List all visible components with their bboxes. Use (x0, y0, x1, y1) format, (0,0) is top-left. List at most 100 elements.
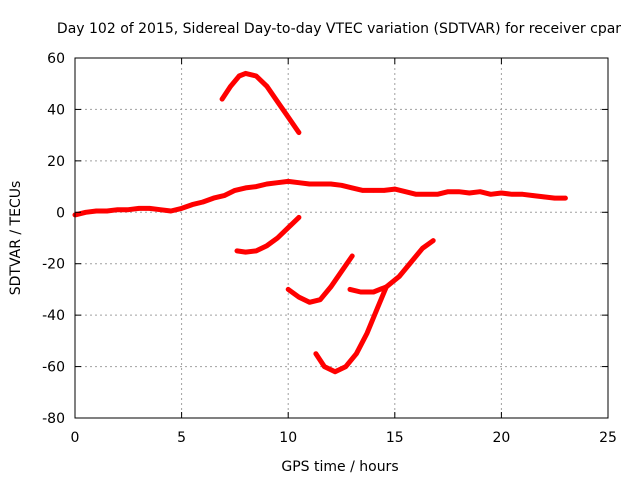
data-point-arc-minus-15 (264, 243, 270, 248)
grid-lines (75, 58, 608, 418)
data-point-main-band (126, 207, 131, 212)
data-point-main-band (328, 181, 333, 187)
data-point-arc-top (228, 84, 233, 89)
data-point-main-band (381, 188, 387, 193)
x-tick-label: 5 (177, 430, 186, 446)
data-point-main-band (424, 192, 429, 197)
data-point-main-band (477, 189, 483, 194)
data-point-main-band (296, 180, 302, 185)
data-point-arc-minus-30-right (431, 238, 436, 243)
data-point-main-band (179, 206, 184, 211)
data-point-main-band (275, 180, 280, 185)
data-point-arc-minus-60 (343, 364, 348, 369)
data-point-arc-minus-60 (313, 351, 319, 356)
data-point-main-band (371, 188, 376, 193)
chart-title: Day 102 of 2015, Sidereal Day-to-day VTE… (57, 21, 621, 37)
data-point-arc-minus-30 (296, 294, 302, 300)
x-tick-label: 0 (71, 430, 80, 446)
data-point-main-band (392, 186, 397, 192)
axis-ticks: 0 5 10 15 20 25 -80 -60 -40 -20 0 20 40 60 (42, 51, 617, 446)
data-point-main-band (350, 185, 355, 191)
data-point-main-band (318, 181, 323, 187)
data-point-main-band (94, 208, 99, 214)
data-point-main-band (531, 193, 536, 198)
data-point-arc-minus-30-right (358, 289, 363, 295)
data-point-main-band (413, 192, 419, 197)
data-point-arc-minus-30 (350, 253, 355, 259)
data-point-arc-minus-30-right (396, 274, 402, 279)
data-point-main-band (83, 210, 88, 215)
data-point-arc-top (243, 71, 248, 76)
data-point-main-band (190, 202, 195, 207)
y-tick-label: -80 (42, 411, 65, 427)
data-point-main-band (264, 181, 270, 187)
data-point-arc-minus-15 (296, 215, 302, 220)
data-point-arc-minus-60 (322, 364, 327, 369)
data-point-arc-minus-15 (286, 225, 291, 230)
data-point-arc-minus-15 (234, 248, 240, 254)
plot-frame (74, 57, 609, 419)
data-point-main-band (222, 193, 227, 198)
data-point-arc-minus-30 (307, 300, 312, 305)
data-point-arc-minus-60 (354, 351, 359, 356)
data-point-arc-top (286, 114, 291, 120)
data-point-main-band (232, 188, 238, 193)
y-tick-label: 40 (47, 102, 65, 118)
data-point-arc-minus-30 (339, 269, 344, 274)
data-point-arc-minus-30 (286, 287, 291, 292)
data-point-main-band (445, 189, 451, 194)
data-point-main-band (307, 181, 312, 187)
data-point-main-band (488, 192, 493, 197)
data-point-arc-minus-60 (332, 369, 338, 374)
data-point-main-band (403, 189, 408, 194)
data-point-arc-minus-15 (243, 249, 248, 255)
series-arc-top (219, 70, 302, 136)
y-axis-label: SDTVAR / TECUs (8, 181, 24, 296)
x-tick-label: 15 (386, 430, 404, 446)
data-point-arc-minus-30 (318, 297, 323, 302)
data-point-main-band (168, 208, 174, 214)
data-point-main-band (520, 192, 525, 197)
y-tick-label: 20 (47, 154, 65, 170)
data-point-arc-minus-30-right (371, 289, 376, 295)
data-point-arc-top (296, 130, 302, 135)
data-point-arc-minus-30-right (384, 284, 389, 290)
data-point-main-band (286, 179, 291, 184)
data-point-main-band (115, 207, 120, 212)
data-point-main-band (563, 195, 568, 201)
data-point-main-band (104, 208, 110, 214)
series-arc-minus-60 (313, 284, 389, 375)
data-point-arc-minus-60 (364, 330, 370, 336)
data-point-arc-top (275, 99, 280, 104)
y-tick-label: -40 (42, 308, 65, 324)
data-point-arc-minus-30 (328, 284, 333, 290)
y-tick-label: -20 (42, 257, 65, 273)
data-point-main-band (200, 199, 206, 205)
data-point-main-band (456, 189, 461, 194)
data-point-main-band (360, 188, 365, 193)
data-point-main-band (147, 206, 152, 211)
y-tick-label: -60 (42, 360, 65, 376)
data-point-main-band (243, 185, 248, 191)
x-tick-label: 20 (492, 430, 510, 446)
data-point-main-band (254, 184, 259, 189)
data-point-main-band (509, 192, 515, 197)
series-layer (72, 70, 568, 375)
data-point-arc-minus-30-right (409, 258, 415, 264)
data-point-arc-minus-30-right (347, 287, 353, 292)
y-tick-label: 0 (56, 205, 65, 221)
x-axis-label: GPS time / hours (281, 459, 398, 475)
data-point-arc-top (254, 73, 259, 79)
data-point-main-band (499, 190, 504, 196)
data-point-arc-top (219, 96, 225, 102)
data-point-arc-top (237, 73, 242, 79)
y-tick-label: 60 (47, 51, 65, 67)
data-point-main-band (211, 195, 216, 201)
data-point-arc-minus-30-right (420, 246, 425, 251)
data-point-main-band (158, 207, 163, 212)
data-point-main-band (552, 195, 557, 201)
data-point-main-band (467, 190, 472, 196)
data-point-arc-minus-15 (254, 248, 259, 254)
x-tick-label: 10 (279, 430, 297, 446)
data-point-arc-minus-60 (375, 305, 380, 310)
